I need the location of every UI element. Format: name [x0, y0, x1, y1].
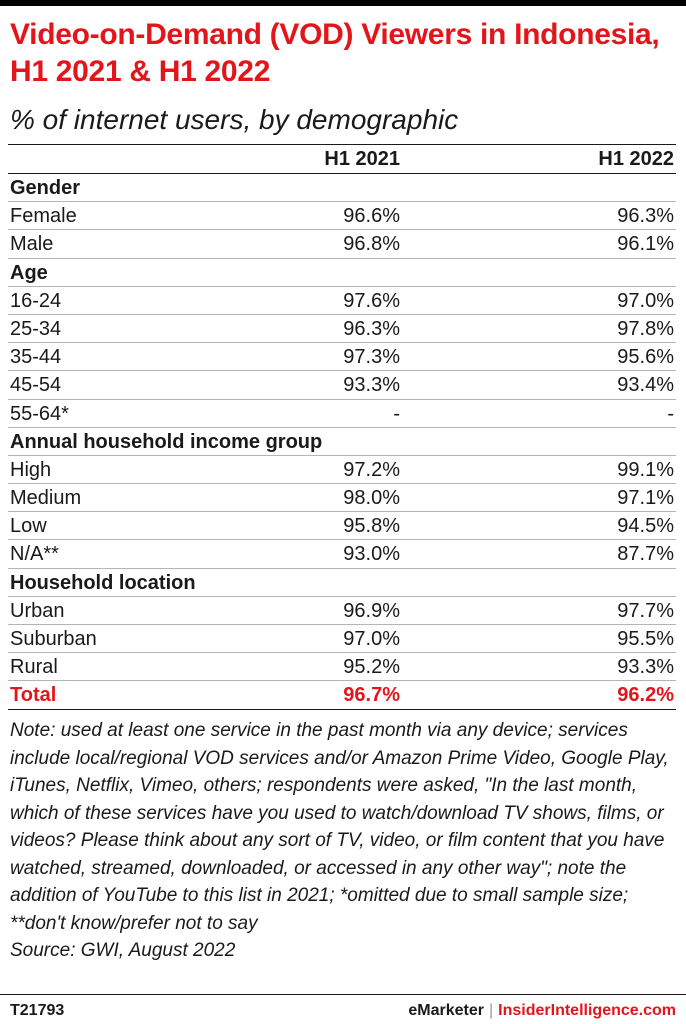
brand-line: eMarketer | InsiderIntelligence.com	[408, 1000, 676, 1022]
row-label: 45-54	[10, 374, 62, 397]
cell-h1-2021: 97.0%	[343, 628, 400, 650]
table-row: Female 96.6% 96.3%	[8, 202, 676, 231]
group-label: Age	[10, 261, 48, 284]
cell-h1-2021: 93.3%	[343, 374, 400, 397]
footer-rule	[0, 994, 686, 995]
cell-h1-2022: 96.3%	[617, 205, 674, 228]
table-row: 45-54 93.3% 93.4%	[8, 371, 676, 400]
group-label: Annual household income group	[10, 430, 323, 453]
table-row: 55-64* - -	[8, 400, 676, 428]
cell-h1-2022: 97.0%	[617, 289, 674, 312]
data-table: H1 2021 H1 2022 Gender Female 96.6% 96.3% Ma…	[8, 144, 676, 710]
cell-h1-2022: 97.1%	[617, 487, 674, 510]
row-label: High	[10, 458, 52, 481]
group-header-row: Household location	[8, 569, 676, 597]
row-label: N/A**	[10, 543, 59, 566]
cell-h1-2021: 95.2%	[343, 656, 400, 679]
note-text: Note: used at least one service in the p…	[10, 720, 669, 934]
cell-h1-2021: -	[393, 402, 400, 425]
column-header-h1-2022: H1 2022	[598, 148, 674, 170]
brand-insider-intelligence: InsiderIntelligence.com	[498, 1002, 676, 1019]
row-label: 25-34	[10, 317, 62, 340]
table-row: 35-44 97.3% 95.6%	[8, 343, 676, 372]
total-h1-2022: 96.2%	[617, 684, 674, 707]
group-label: Gender	[10, 177, 81, 199]
total-row: Total 96.7% 96.2%	[8, 681, 676, 710]
cell-h1-2021: 96.8%	[343, 233, 400, 256]
cell-h1-2022: 94.5%	[617, 515, 674, 538]
brand-separator: |	[489, 1002, 494, 1019]
cell-h1-2022: 93.4%	[617, 374, 674, 397]
cell-h1-2022: 96.1%	[617, 233, 674, 256]
source-text: Source: GWI, August 2022	[10, 940, 236, 961]
row-label: Male	[10, 233, 54, 256]
cell-h1-2022: 87.7%	[617, 543, 674, 566]
cell-h1-2022: 95.6%	[617, 346, 674, 369]
cell-h1-2021: 97.2%	[343, 458, 400, 481]
cell-h1-2022: 95.5%	[617, 628, 674, 650]
cell-h1-2021: 98.0%	[343, 487, 400, 510]
table-row: N/A** 93.0% 87.7%	[8, 540, 676, 569]
total-label: Total	[10, 684, 57, 707]
footer: T21793 eMarketer | InsiderIntelligence.com	[10, 1000, 676, 1022]
row-label: Suburban	[10, 628, 97, 650]
table-row: 16-24 97.6% 97.0%	[8, 287, 676, 315]
table-row: Low 95.8% 94.5%	[8, 512, 676, 541]
table-row: Urban 96.9% 97.7%	[8, 597, 676, 625]
group-label: Household location	[10, 571, 196, 594]
row-label: 35-44	[10, 346, 62, 369]
cell-h1-2021: 97.6%	[343, 289, 400, 312]
cell-h1-2022: 99.1%	[617, 458, 674, 481]
brand-emarketer: eMarketer	[408, 1002, 485, 1019]
table-row: Rural 95.2% 93.3%	[8, 653, 676, 682]
group-header-row: Gender	[8, 174, 676, 203]
cell-h1-2022: 97.7%	[617, 599, 674, 622]
cell-h1-2021: 95.8%	[343, 515, 400, 538]
chart-id: T21793	[10, 1002, 65, 1019]
cell-h1-2022: 97.8%	[617, 317, 674, 340]
cell-h1-2022: 93.3%	[617, 656, 674, 679]
column-header-h1-2021: H1 2021	[324, 148, 400, 170]
row-label: 55-64*	[10, 402, 69, 425]
notes: Note: used at least one service in the p…	[10, 717, 678, 965]
chart-title: Video-on-Demand (VOD) Viewers in Indones…	[10, 18, 660, 88]
top-rule	[0, 0, 686, 6]
table-row: Suburban 97.0% 95.5%	[8, 625, 676, 654]
row-label: 16-24	[10, 289, 62, 312]
cell-h1-2021: 96.6%	[343, 205, 400, 228]
row-label: Medium	[10, 487, 82, 510]
chart-subtitle: % of internet users, by demographic	[10, 104, 459, 135]
cell-h1-2022: -	[667, 402, 674, 425]
row-label: Low	[10, 515, 47, 538]
total-h1-2021: 96.7%	[343, 684, 400, 707]
cell-h1-2021: 96.3%	[343, 317, 400, 340]
group-header-row: Annual household income group	[8, 428, 676, 456]
group-header-row: Age	[8, 259, 676, 287]
row-label: Rural	[10, 656, 58, 679]
cell-h1-2021: 97.3%	[343, 346, 400, 369]
table-row: High 97.2% 99.1%	[8, 456, 676, 485]
row-label: Female	[10, 205, 77, 228]
row-label: Urban	[10, 599, 65, 622]
table-row: 25-34 96.3% 97.8%	[8, 315, 676, 344]
cell-h1-2021: 93.0%	[343, 543, 400, 566]
table-row: Medium 98.0% 97.1%	[8, 484, 676, 513]
table-row: Male 96.8% 96.1%	[8, 230, 676, 259]
cell-h1-2021: 96.9%	[343, 599, 400, 622]
table-header-row: H1 2021 H1 2022	[8, 144, 676, 174]
